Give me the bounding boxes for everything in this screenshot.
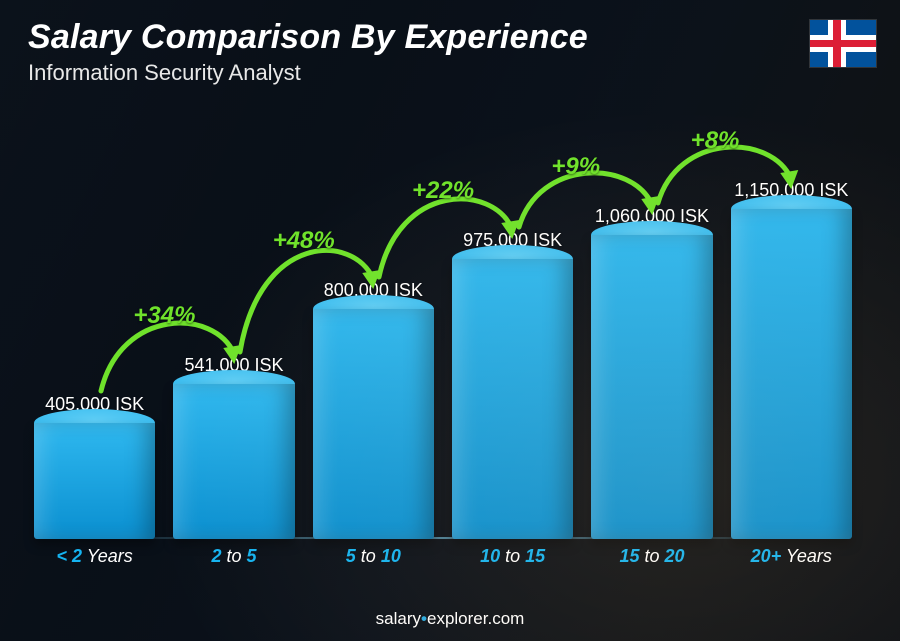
- bar-wrap: 975,000 ISK: [452, 230, 573, 539]
- category-label: < 2 Years: [34, 546, 155, 567]
- brand-suffix: explorer: [427, 609, 487, 628]
- category-label: 5 to 10: [313, 546, 434, 567]
- category-label: 2 to 5: [173, 546, 294, 567]
- bar-wrap: 541,000 ISK: [173, 355, 294, 539]
- bar-wrap: 1,150,000 ISK: [731, 180, 852, 539]
- bars-container: 405,000 ISK541,000 ISK800,000 ISK975,000…: [34, 110, 852, 539]
- brand-domain: .com: [487, 609, 524, 628]
- category-label: 20+ Years: [731, 546, 852, 567]
- bar: [452, 259, 573, 539]
- page-title: Salary Comparison By Experience: [28, 18, 588, 57]
- bar: [173, 384, 294, 539]
- infographic-stage: Salary Comparison By Experience Informat…: [0, 0, 900, 641]
- category-label: 10 to 15: [452, 546, 573, 567]
- footer-brand: salary•explorer.com: [0, 609, 900, 629]
- brand-prefix: salary: [376, 609, 421, 628]
- bar-wrap: 405,000 ISK: [34, 394, 155, 539]
- bar-wrap: 1,060,000 ISK: [591, 206, 712, 539]
- category-label: 15 to 20: [591, 546, 712, 567]
- page-subtitle: Information Security Analyst: [28, 60, 301, 86]
- bar-chart: 405,000 ISK541,000 ISK800,000 ISK975,000…: [34, 110, 852, 567]
- iceland-flag-icon: [810, 20, 876, 67]
- bar-wrap: 800,000 ISK: [313, 280, 434, 539]
- bar: [34, 423, 155, 539]
- category-labels: < 2 Years 2 to 5 5 to 10 10 to 15 15 to 20 20…: [34, 546, 852, 567]
- bar: [591, 235, 712, 539]
- bar: [313, 309, 434, 539]
- bar: [731, 209, 852, 539]
